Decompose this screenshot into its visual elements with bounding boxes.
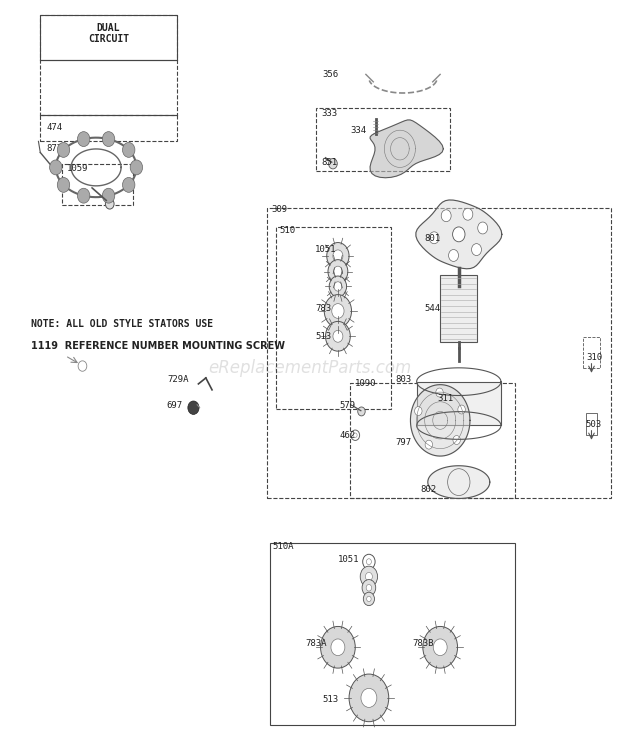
Text: 333: 333 [321, 109, 337, 118]
Text: 510: 510 [279, 226, 295, 235]
Circle shape [78, 132, 90, 147]
Circle shape [362, 580, 376, 596]
Circle shape [423, 626, 458, 668]
Text: 462: 462 [340, 431, 356, 440]
Circle shape [324, 295, 352, 327]
Text: 851: 851 [321, 158, 337, 167]
Bar [62, 164, 133, 205]
Text: 783: 783 [315, 304, 331, 313]
Circle shape [326, 321, 350, 351]
Text: 783A: 783A [305, 639, 327, 648]
Circle shape [478, 222, 488, 234]
Circle shape [331, 639, 345, 655]
Circle shape [102, 132, 115, 147]
Circle shape [123, 142, 135, 157]
Text: 310: 310 [586, 353, 602, 362]
Text: 356: 356 [322, 70, 339, 79]
Text: NOTE: ALL OLD STYLE STATORS USE: NOTE: ALL OLD STYLE STATORS USE [31, 318, 213, 329]
Bar [417, 382, 501, 426]
Circle shape [425, 440, 433, 449]
Circle shape [366, 596, 371, 602]
Text: 544: 544 [425, 304, 441, 313]
Circle shape [429, 232, 439, 244]
Bar [40, 15, 177, 115]
Circle shape [458, 405, 465, 414]
Bar [316, 108, 450, 171]
Circle shape [332, 304, 344, 318]
Circle shape [360, 566, 378, 587]
Circle shape [433, 639, 447, 655]
Circle shape [463, 208, 473, 220]
Text: eReplacementParts.com: eReplacementParts.com [208, 359, 412, 377]
Text: 309: 309 [272, 205, 288, 214]
Text: 797: 797 [396, 438, 412, 447]
Circle shape [329, 158, 337, 169]
Text: 729A: 729A [167, 375, 189, 384]
Circle shape [321, 626, 355, 668]
Text: 1119  REFERENCE NUMBER MOUNTING SCREW: 1119 REFERENCE NUMBER MOUNTING SCREW [31, 341, 285, 351]
Text: DUAL
CIRCUIT: DUAL CIRCUIT [88, 22, 129, 45]
Circle shape [436, 388, 443, 397]
Circle shape [334, 266, 342, 277]
Circle shape [361, 688, 377, 708]
Circle shape [329, 276, 347, 297]
Polygon shape [370, 120, 443, 178]
Circle shape [453, 435, 461, 444]
Text: 513: 513 [322, 695, 339, 704]
Text: 801: 801 [425, 234, 441, 243]
Circle shape [57, 142, 69, 157]
Bar [583, 337, 600, 368]
Circle shape [188, 401, 199, 414]
Circle shape [363, 592, 374, 606]
Circle shape [50, 160, 62, 175]
Text: 697: 697 [166, 401, 182, 410]
Text: 1051: 1051 [338, 555, 360, 564]
Text: 877: 877 [46, 144, 63, 153]
Text: 783B: 783B [412, 639, 434, 648]
Text: 1051: 1051 [315, 245, 337, 254]
Text: 503: 503 [586, 420, 602, 429]
Text: 1090: 1090 [355, 379, 376, 388]
Text: 334: 334 [350, 126, 366, 135]
Text: 1059: 1059 [67, 164, 89, 173]
Circle shape [57, 178, 69, 193]
Text: 474: 474 [46, 124, 63, 132]
Circle shape [327, 243, 349, 269]
Text: 510A: 510A [273, 542, 294, 551]
Polygon shape [428, 466, 490, 498]
Circle shape [349, 674, 389, 722]
Circle shape [366, 585, 371, 591]
Circle shape [365, 572, 373, 581]
Circle shape [358, 407, 365, 416]
Bar [440, 275, 477, 342]
Circle shape [449, 249, 459, 261]
Bar [350, 383, 515, 498]
Circle shape [334, 282, 342, 291]
Circle shape [453, 227, 465, 242]
Circle shape [415, 406, 422, 415]
Text: 802: 802 [420, 485, 436, 494]
Bar [267, 208, 611, 498]
Circle shape [333, 330, 343, 342]
Circle shape [328, 260, 348, 283]
Text: 513: 513 [315, 332, 331, 341]
Bar [586, 413, 597, 435]
Text: 311: 311 [437, 394, 453, 403]
Circle shape [472, 243, 482, 255]
Bar [40, 115, 177, 141]
Bar [276, 227, 391, 409]
Circle shape [102, 188, 115, 203]
Bar [270, 543, 515, 725]
Circle shape [441, 210, 451, 222]
Circle shape [123, 178, 135, 193]
Text: 803: 803 [396, 375, 412, 384]
Circle shape [130, 160, 143, 175]
Circle shape [333, 250, 343, 262]
Bar [40, 15, 177, 60]
Circle shape [105, 199, 114, 209]
Circle shape [78, 188, 90, 203]
Polygon shape [416, 200, 502, 269]
Text: 579: 579 [340, 401, 356, 410]
Polygon shape [410, 385, 470, 456]
